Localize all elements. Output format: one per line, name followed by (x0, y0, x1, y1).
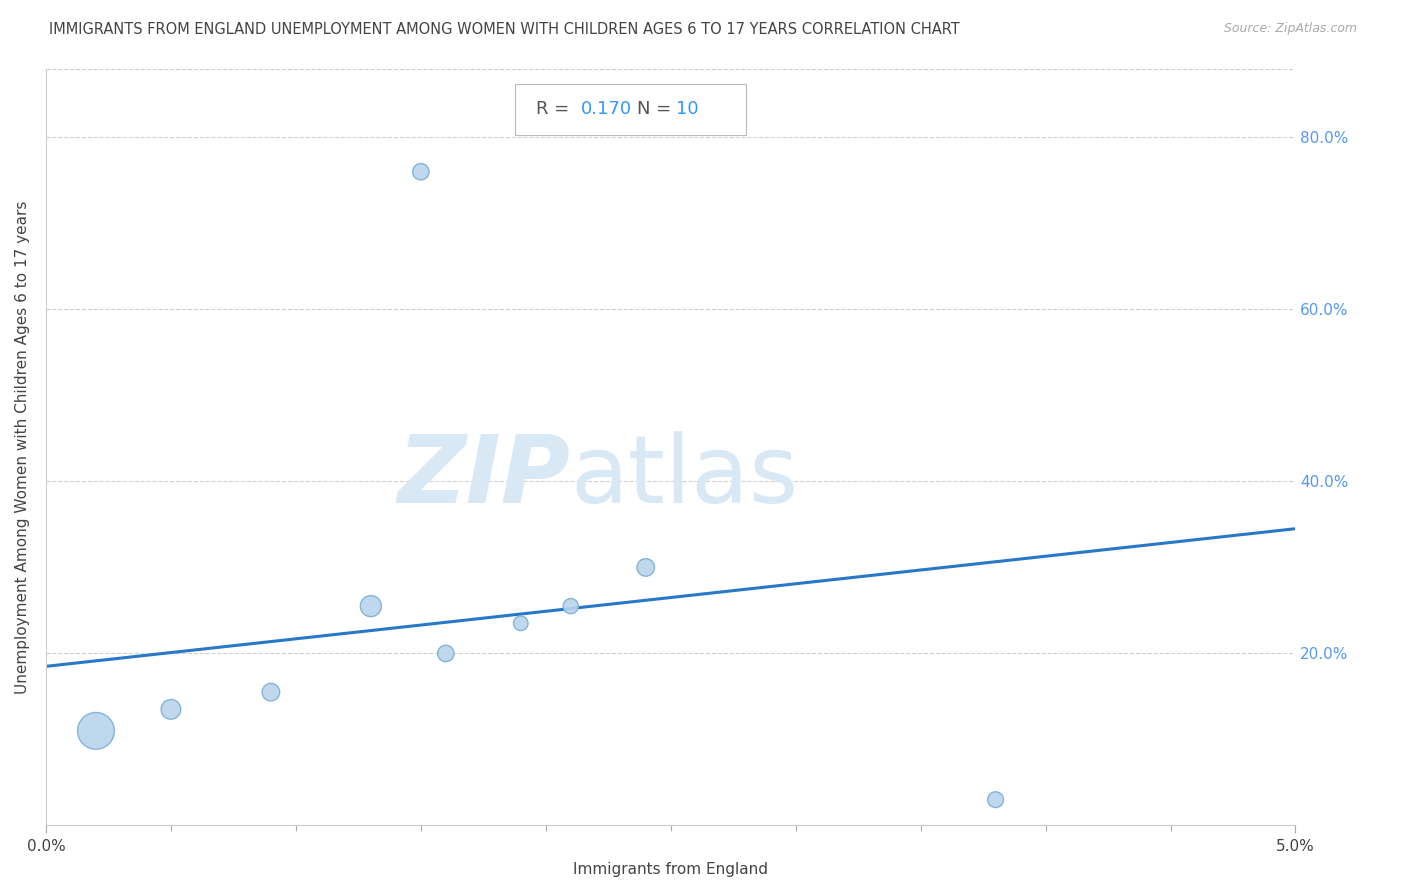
Point (560, 599, 582, 614)
X-axis label: Immigrants from England: Immigrants from England (574, 862, 768, 877)
Point (509, 616, 531, 631)
Y-axis label: Unemployment Among Women with Children Ages 6 to 17 years: Unemployment Among Women with Children A… (15, 201, 30, 694)
Text: R =: R = (536, 101, 575, 119)
Text: Source: ZipAtlas.com: Source: ZipAtlas.com (1223, 22, 1357, 36)
Point (160, 702, 183, 716)
Point (434, 647, 457, 661)
Point (260, 685, 283, 699)
Point (409, 165, 432, 179)
Text: 0.170: 0.170 (581, 101, 631, 119)
Point (360, 599, 382, 614)
Text: IMMIGRANTS FROM ENGLAND UNEMPLOYMENT AMONG WOMEN WITH CHILDREN AGES 6 TO 17 YEAR: IMMIGRANTS FROM ENGLAND UNEMPLOYMENT AMO… (49, 22, 960, 37)
Text: atlas: atlas (571, 431, 799, 524)
Point (634, 560, 657, 574)
FancyBboxPatch shape (515, 84, 745, 135)
Text: ZIP: ZIP (398, 431, 571, 524)
Text: N =: N = (637, 101, 676, 119)
Text: 10: 10 (676, 101, 699, 119)
Point (84, 723, 107, 738)
Point (984, 792, 1007, 806)
